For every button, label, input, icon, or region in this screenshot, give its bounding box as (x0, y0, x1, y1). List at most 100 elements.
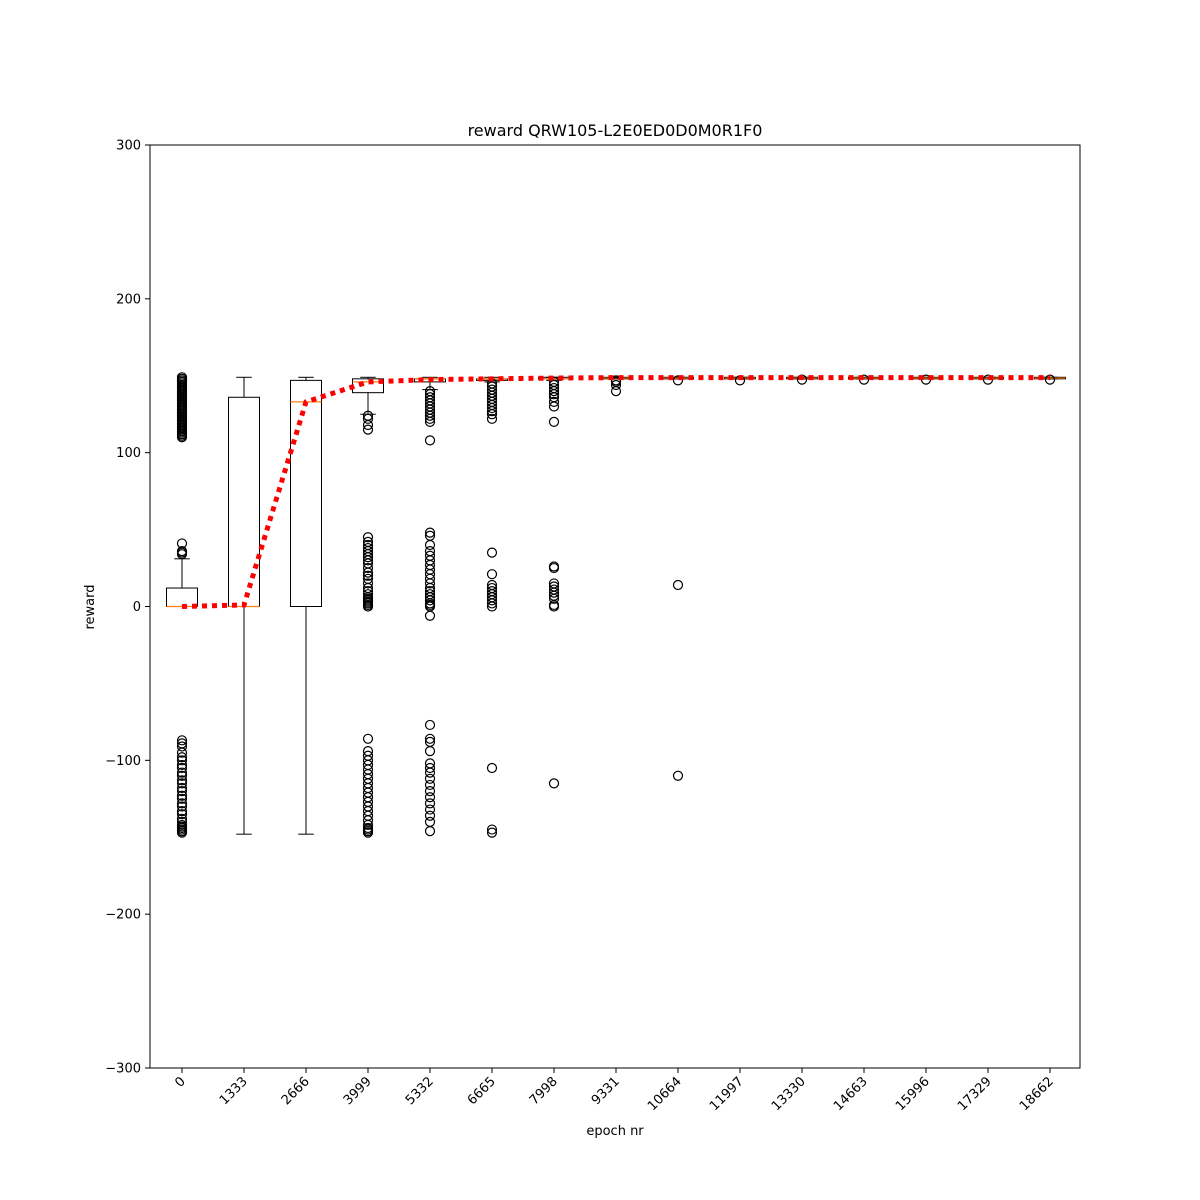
outlier-point (548, 601, 560, 612)
outlier-point (176, 775, 188, 786)
outlier-point (362, 578, 374, 589)
plot-frame (149, 144, 1081, 1069)
outlier-point (486, 409, 498, 420)
outlier-point (362, 819, 374, 831)
outlier-point (362, 424, 374, 435)
outlier-point (176, 793, 188, 804)
outlier-point (424, 410, 436, 421)
outlier-point (362, 601, 374, 612)
outlier-point (176, 809, 188, 820)
outlier-point (548, 416, 560, 427)
outlier-point (176, 767, 188, 778)
outlier-point (362, 567, 374, 578)
outlier-point (424, 733, 436, 744)
outlier-point (424, 825, 436, 837)
outlier-point (796, 374, 808, 385)
y-tick-label: 100 (116, 446, 141, 461)
outlier-point (548, 562, 560, 574)
outlier-point (424, 416, 436, 427)
outlier-point (176, 741, 188, 752)
outlier-point (486, 601, 498, 612)
outlier-point (424, 773, 436, 784)
outlier-point (176, 752, 188, 763)
y-tick-label: −200 (105, 908, 141, 923)
outlier-point (176, 782, 188, 794)
outlier-point (424, 527, 436, 538)
outlier-point (548, 386, 560, 397)
outlier-point (362, 562, 374, 574)
outlier-point (424, 804, 436, 815)
outlier-point (424, 595, 436, 606)
outlier-point (672, 375, 684, 386)
outlier-point (548, 587, 560, 598)
outlier-point (610, 379, 622, 391)
outlier-point (176, 790, 188, 801)
outlier-point (424, 610, 436, 621)
outlier-point (672, 579, 684, 591)
outlier-point (486, 598, 498, 609)
outlier-point (486, 827, 498, 838)
outlier-point (424, 792, 436, 803)
outlier-point (548, 389, 560, 400)
outlier-point (610, 386, 622, 397)
outlier-point (176, 759, 188, 771)
chart-title: reward QRW105-L2E0ED0D0M0R1F0 (468, 121, 763, 140)
box-group (352, 376, 384, 838)
outlier-point (424, 719, 436, 731)
outlier-point (424, 785, 436, 797)
outlier-point (424, 767, 436, 778)
outlier-point (486, 413, 498, 424)
outlier-point (362, 570, 374, 581)
outlier-point (424, 539, 436, 551)
outlier-point (486, 402, 498, 414)
outlier-point (362, 733, 374, 744)
y-tick-label: −100 (105, 754, 141, 769)
y-axis-label: reward (83, 584, 98, 629)
outlier-point (424, 435, 436, 446)
outlier-point (176, 735, 188, 746)
outlier-point (362, 552, 374, 563)
outlier-point (548, 401, 560, 412)
outlier-point (176, 827, 188, 838)
outlier-point (486, 595, 498, 606)
outlier-point (486, 762, 498, 774)
outlier-point (424, 762, 436, 774)
outlier-point (362, 419, 374, 431)
box-group (166, 372, 198, 838)
outlier-point (362, 827, 374, 838)
outlier-point (424, 810, 436, 821)
y-tick-label: 0 (133, 600, 141, 615)
outlier-point (548, 778, 560, 789)
outlier-point (424, 779, 436, 791)
outlier-point (486, 569, 498, 580)
outlier-point (486, 824, 498, 835)
box-group (290, 376, 322, 835)
outlier-point (176, 798, 188, 809)
outlier-point (424, 746, 436, 757)
box-group (538, 376, 570, 789)
y-tick-label: −300 (105, 1062, 141, 1077)
outlier-point (176, 770, 188, 781)
outlier-point (176, 801, 188, 812)
outlier-point (486, 406, 498, 417)
outlier-point (362, 413, 374, 424)
outlier-point (548, 396, 560, 408)
box-group (476, 376, 508, 838)
outlier-point (548, 593, 560, 604)
outlier-point (176, 762, 188, 774)
box-iqr (290, 379, 322, 607)
outlier-point (176, 747, 188, 758)
outlier-point (424, 798, 436, 809)
outlier-point (1044, 374, 1056, 385)
outlier-point (424, 578, 436, 589)
outlier-point (176, 755, 188, 766)
outlier-point (672, 770, 684, 781)
outlier-point (362, 532, 374, 543)
outlier-point (424, 413, 436, 424)
outlier-point (176, 549, 188, 560)
outlier-point (176, 785, 188, 797)
outlier-point (176, 432, 188, 443)
y-tick-label: 200 (116, 292, 141, 307)
